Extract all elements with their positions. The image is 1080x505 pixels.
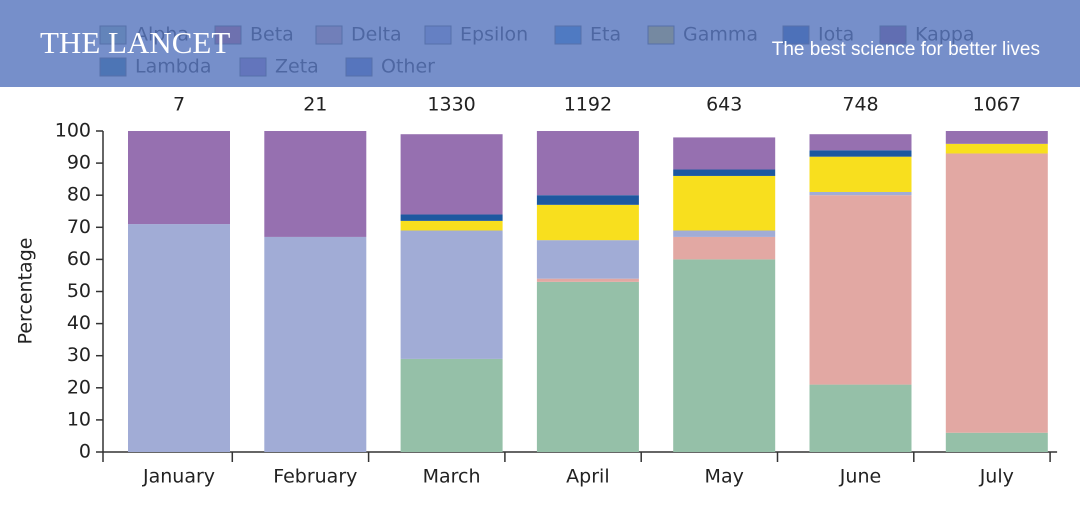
bar-segment [536,195,639,205]
count-label: 7 [173,94,185,116]
y-axis-label: Percentage [15,238,37,345]
x-tick-label: May [705,466,744,488]
x-tick-label: March [423,466,481,488]
y-tick-label: 80 [67,184,91,206]
bar-segment [673,259,776,452]
bar-segment [673,236,776,260]
banner: THE LANCET The best science for better l… [0,0,1080,87]
bar-segment [673,169,776,176]
bar-segment [400,220,503,231]
bar-segment [809,384,912,452]
bar-segment [128,224,230,452]
y-tick-label: 10 [67,408,91,430]
x-tick-label: July [979,466,1014,488]
bar-segment [945,432,1048,452]
y-tick-label: 40 [67,312,91,334]
bar-segment [945,131,1048,144]
bar-segment [536,131,639,196]
x-tick-label: April [566,466,609,488]
bar-segment [945,143,1048,154]
plot: 0 10 20 30 40 50 60 70 80 90 100 Percentage January 7… [15,94,1058,488]
y-tick-label: 50 [67,280,91,302]
bar-segment [400,358,503,452]
x-tick-label: June [839,466,881,488]
bar-segment [400,134,503,215]
bar-segment [400,214,503,221]
bar-segment [264,236,367,452]
y-tick-label: 70 [67,216,91,238]
bar-segment [945,153,1048,433]
bar-segment [400,230,503,359]
bar-segment [673,230,776,237]
y-tick-label: 20 [67,376,91,398]
bar-segment [673,175,776,231]
count-label: 643 [706,94,742,116]
bar-segment [536,240,639,279]
bar-segment [809,134,912,151]
count-label: 1330 [427,94,475,116]
count-label: 748 [842,94,878,116]
banner-title: THE LANCET [40,25,230,60]
y-tick-label: 30 [67,344,91,366]
count-label: 21 [303,94,327,116]
bar-segment [536,281,639,452]
y-tick-label: 0 [79,441,91,463]
bar-segment [809,156,912,192]
bar-segment [809,195,912,385]
bar-segment [128,131,230,225]
count-label: 1192 [564,94,612,116]
y-tick-label: 100 [55,120,91,142]
banner-background [0,0,1080,87]
bar-segment [809,150,912,157]
bar-segment [536,278,639,282]
x-tick-label: February [273,466,357,488]
bar-segment [264,131,367,237]
bar-segment [673,137,776,170]
y-tick-label: 90 [67,152,91,174]
count-label: 1067 [973,94,1021,116]
banner-tagline: The best science for better lives [772,39,1040,60]
bar-segment [536,204,639,241]
y-tick-label: 60 [67,248,91,270]
x-tick-label: January [142,466,215,488]
bar-segment [809,191,912,196]
